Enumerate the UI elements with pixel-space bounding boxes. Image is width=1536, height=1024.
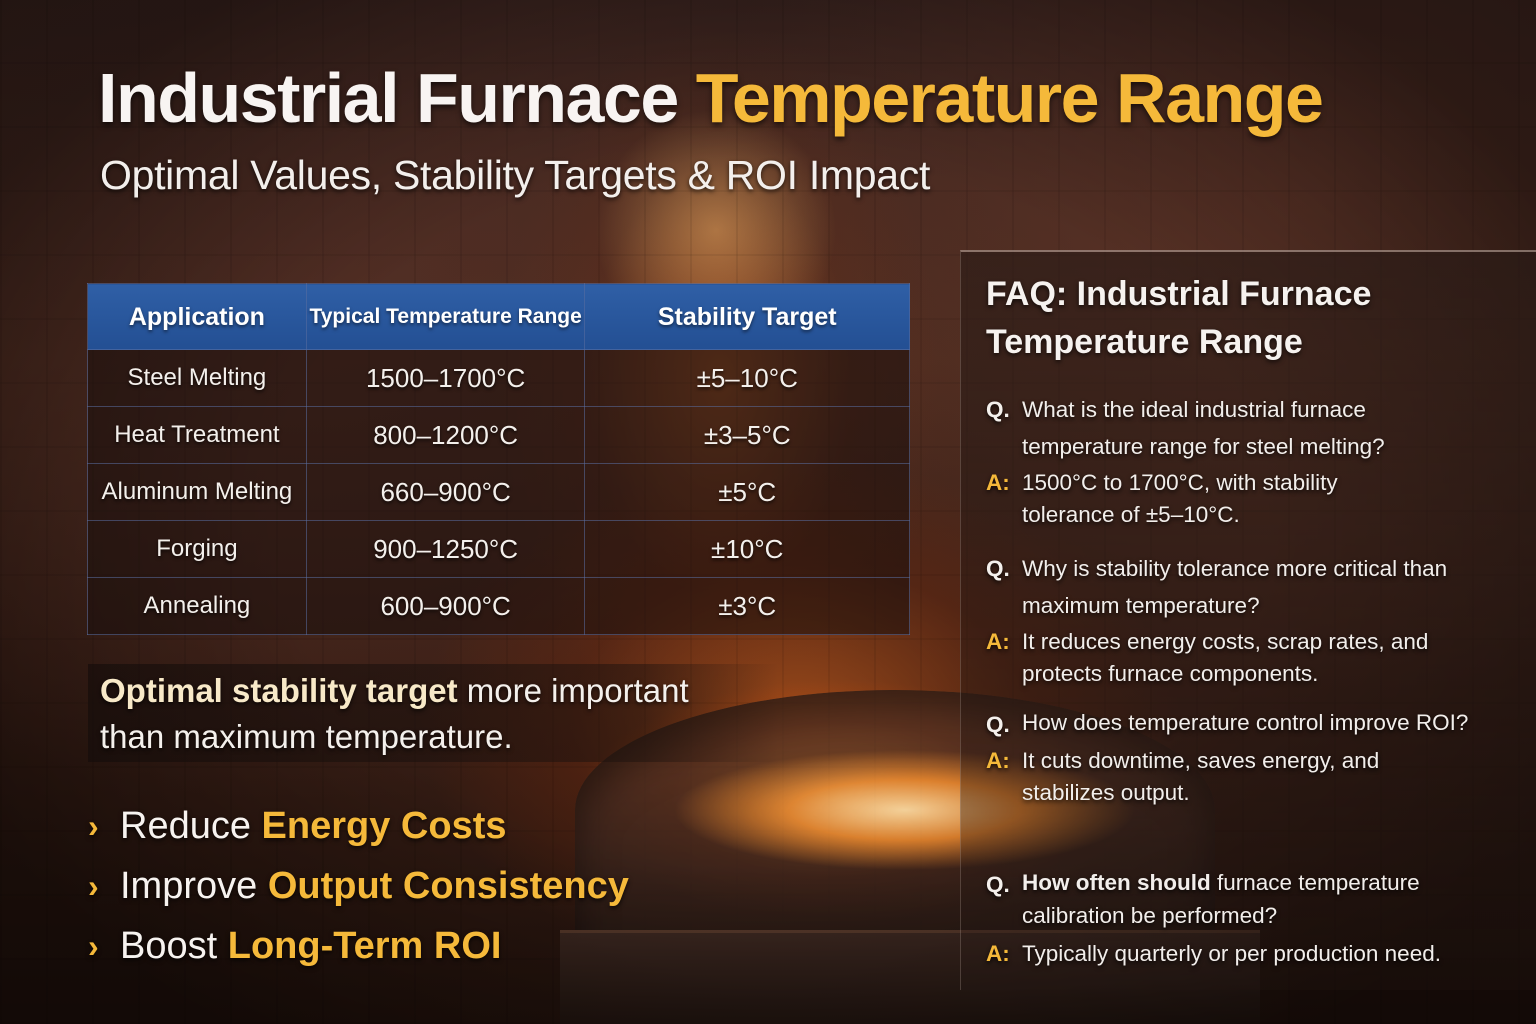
table-row: Heat Treatment 800–1200°C ±3–5°C bbox=[87, 406, 910, 464]
cell-stability-target: ±5°C bbox=[584, 463, 910, 521]
callout-emphasis: Optimal stability target bbox=[100, 672, 458, 709]
question-marker: Q. bbox=[986, 712, 1010, 737]
cell-temperature-range: 800–1200°C bbox=[305, 406, 586, 464]
benefit-item: › Boost Long-Term ROI bbox=[88, 920, 629, 980]
table-header-row: Application Typical Temperature Range St… bbox=[87, 283, 910, 350]
cell-temperature-range: 900–1250°C bbox=[305, 520, 586, 578]
cell-stability-target: ±3°C bbox=[584, 577, 910, 635]
benefit-lead: Reduce bbox=[120, 805, 262, 847]
faq-item: Q. What is the ideal industrial furnace t… bbox=[986, 391, 1476, 531]
answer-marker: A: bbox=[986, 748, 1010, 773]
temperature-range-table: Application Typical Temperature Range St… bbox=[87, 283, 910, 635]
chevron-right-icon: › bbox=[88, 928, 99, 964]
answer-marker: A: bbox=[986, 470, 1010, 495]
faq-question: Why is stability tolerance more critical… bbox=[1022, 556, 1448, 618]
table-row: Annealing 600–900°C ±3°C bbox=[87, 577, 910, 635]
cell-temperature-range: 600–900°C bbox=[305, 577, 586, 635]
answer-marker: A: bbox=[986, 941, 1010, 966]
callout-line2: than maximum temperature. bbox=[100, 718, 513, 755]
title-white-part: Industrial Furnace bbox=[98, 59, 679, 137]
chevron-right-icon: › bbox=[88, 868, 99, 904]
table-row: Aluminum Melting 660–900°C ±5°C bbox=[87, 463, 910, 521]
page-title: Industrial Furnace Temperature Range bbox=[98, 56, 1324, 140]
benefit-highlight: Long-Term ROI bbox=[227, 925, 502, 967]
cell-temperature-range: 660–900°C bbox=[305, 463, 586, 521]
faq-item: Q. How often should furnace temperature c… bbox=[986, 866, 1516, 970]
cell-application: Aluminum Melting bbox=[87, 463, 307, 521]
question-marker: Q. bbox=[986, 556, 1010, 581]
question-marker: Q. bbox=[986, 872, 1010, 897]
benefit-highlight: Output Consistency bbox=[267, 865, 629, 907]
faq-question-emphasis: How often should bbox=[1022, 870, 1211, 895]
chevron-right-icon: › bbox=[88, 808, 99, 844]
answer-marker: A: bbox=[986, 629, 1010, 654]
benefit-lead: Boost bbox=[120, 925, 228, 967]
title-highlight-part: Temperature Range bbox=[695, 59, 1324, 137]
faq-question-rest: furnace temperature calibration be perfo… bbox=[1022, 870, 1420, 928]
faq-question: How does temperature control improve ROI… bbox=[1022, 710, 1469, 735]
callout-line1-rest: more important bbox=[457, 672, 689, 709]
faq-question: How often should furnace temperature cal… bbox=[1022, 866, 1482, 932]
table-row: Forging 900–1250°C ±10°C bbox=[87, 520, 910, 578]
cell-application: Annealing bbox=[87, 577, 307, 635]
cell-application: Forging bbox=[87, 520, 307, 578]
cell-stability-target: ±3–5°C bbox=[584, 406, 910, 464]
cell-application: Heat Treatment bbox=[87, 406, 307, 464]
faq-title-line2: Temperature Range bbox=[986, 323, 1303, 361]
cell-application: Steel Melting bbox=[87, 349, 307, 407]
faq-answer: Typically quarterly or per production ne… bbox=[1022, 941, 1441, 966]
benefits-list: › Reduce Energy Costs › Improve Output Con… bbox=[88, 800, 629, 980]
faq-answer: It reduces energy costs, scrap rates, an… bbox=[1022, 629, 1429, 686]
column-header-stability-target: Stability Target bbox=[584, 283, 910, 350]
faq-answer: It cuts downtime, saves energy, and stab… bbox=[1022, 748, 1380, 805]
column-header-temperature-range: Typical Temperature Range bbox=[305, 283, 586, 350]
benefit-item: › Reduce Energy Costs bbox=[88, 800, 629, 860]
table-row: Steel Melting 1500–1700°C ±5–10°C bbox=[87, 349, 910, 407]
faq-panel bbox=[960, 250, 1536, 990]
cell-stability-target: ±10°C bbox=[584, 520, 910, 578]
benefit-highlight: Energy Costs bbox=[261, 805, 507, 847]
stability-callout: Optimal stability target more important … bbox=[100, 668, 689, 760]
faq-answer: 1500°C to 1700°C, with stability toleran… bbox=[1022, 470, 1338, 527]
benefit-lead: Improve bbox=[120, 865, 268, 907]
cell-temperature-range: 1500–1700°C bbox=[305, 349, 586, 407]
callout-backdrop bbox=[88, 664, 778, 762]
benefit-item: › Improve Output Consistency bbox=[88, 860, 629, 920]
column-header-application: Application bbox=[87, 283, 307, 350]
faq-title: FAQ: Industrial Furnace Temperature Rang… bbox=[986, 270, 1371, 366]
faq-question: What is the ideal industrial furnace tem… bbox=[1022, 397, 1385, 459]
faq-item: Q. Why is stability tolerance more critic… bbox=[986, 550, 1506, 690]
faq-item: Q. How does temperature control improve R… bbox=[986, 706, 1506, 809]
faq-title-line1: FAQ: Industrial Furnace bbox=[986, 275, 1372, 313]
page-subtitle: Optimal Values, Stability Targets & ROI … bbox=[100, 152, 931, 198]
question-marker: Q. bbox=[986, 397, 1010, 422]
cell-stability-target: ±5–10°C bbox=[584, 349, 910, 407]
